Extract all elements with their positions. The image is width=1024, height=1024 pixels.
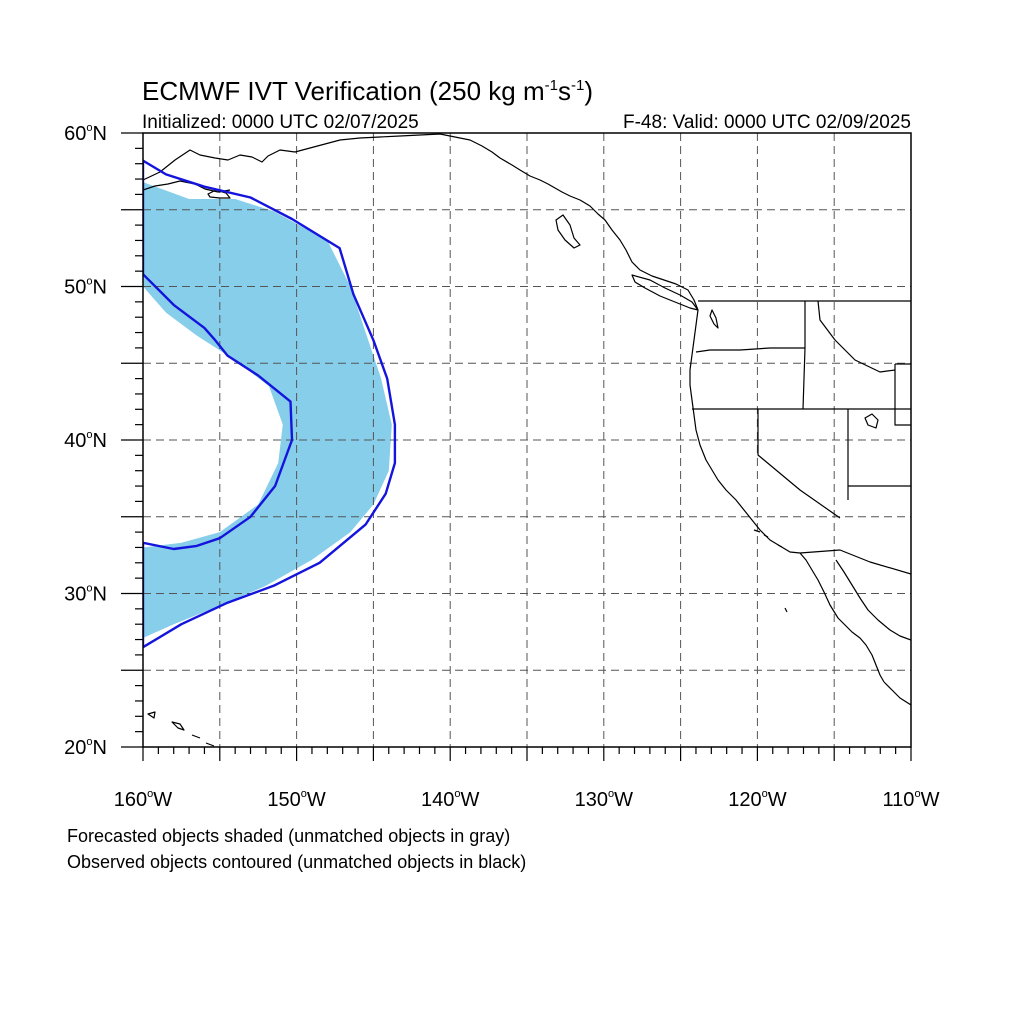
title-exp2: -1	[571, 77, 584, 94]
lat-tick-label: 50oN	[64, 276, 107, 299]
mexico-mainland-coast	[883, 681, 911, 706]
map-plot-area	[143, 133, 911, 747]
bc-coast	[454, 136, 699, 311]
lon-tick-label: 140oW	[421, 788, 480, 811]
vancouver-island	[631, 274, 699, 311]
lat-lon-grid	[143, 133, 911, 747]
title-suffix: )	[584, 76, 593, 106]
washington-oregon-border	[695, 347, 805, 353]
footnote-forecast: Forecasted objects shaded (unmatched obj…	[67, 826, 511, 846]
haida-gwaii	[555, 214, 581, 249]
title-prefix: ECMWF IVT Verification (250 kg m	[142, 76, 545, 106]
lon-tick-label: 160oW	[114, 788, 173, 811]
wyoming-border	[894, 363, 911, 426]
lon-tick-label: 130oW	[575, 788, 634, 811]
idaho-border	[802, 301, 806, 410]
lon-tick-label: 150oW	[267, 788, 326, 811]
guadalupe-island	[784, 607, 788, 613]
footnote-observed: Observed objects contoured (unmatched ob…	[67, 852, 527, 872]
lon-tick-label: 120oW	[728, 788, 787, 811]
lat-tick-label: 30oN	[64, 583, 107, 606]
puget-sound	[709, 309, 719, 329]
title-mid: s	[558, 76, 571, 106]
baja-california	[799, 552, 885, 683]
lat-tick-label: 40oN	[64, 429, 107, 452]
us-mexico-border	[799, 549, 911, 575]
valid-time-label: F-48: Valid: 0000 UTC 02/09/2025	[623, 112, 911, 133]
montana-border	[817, 300, 896, 373]
title-exp1: -1	[545, 77, 558, 94]
hawaii-islands	[147, 711, 215, 747]
latitude-tick-labels: 60oN 50oN 40oN 30oN 20oN	[64, 122, 107, 759]
forecast-object-shaded	[143, 182, 392, 638]
map-title: ECMWF IVT Verification (250 kg m-1s-1)	[142, 76, 593, 106]
gulf-of-california	[835, 559, 911, 641]
channel-islands	[753, 529, 783, 548]
alaska-coast	[143, 133, 456, 181]
observed-object-contour	[143, 159, 397, 649]
longitude-tick-labels: 160oW 150oW 140oW 130oW 120oW 110oW	[114, 788, 940, 811]
lon-tick-label: 110oW	[883, 788, 940, 811]
lat-tick-label: 20oN	[64, 736, 107, 759]
california-nevada-border	[757, 409, 841, 519]
lat-tick-label: 60oN	[64, 122, 107, 145]
great-salt-lake	[864, 413, 879, 429]
init-time-label: Initialized: 0000 UTC 02/07/2025	[142, 112, 419, 133]
axis-ticks	[121, 132, 912, 761]
